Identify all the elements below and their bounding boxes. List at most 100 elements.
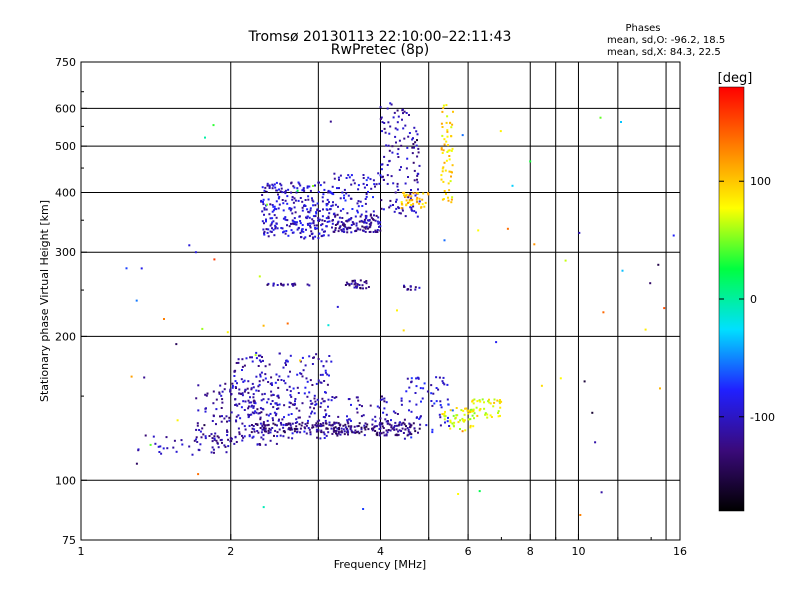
data-point <box>481 398 484 401</box>
data-point <box>401 118 403 121</box>
data-point <box>293 427 296 430</box>
data-point <box>396 109 399 112</box>
data-point <box>343 430 346 433</box>
data-point <box>409 197 412 200</box>
data-point <box>275 208 278 211</box>
data-point <box>197 409 200 412</box>
data-point <box>322 208 324 211</box>
data-point <box>236 382 238 385</box>
data-point <box>217 446 220 449</box>
data-point <box>477 229 480 232</box>
data-point <box>253 399 256 402</box>
data-point <box>350 231 353 234</box>
data-point <box>299 427 302 430</box>
data-point <box>274 186 277 189</box>
data-point <box>356 211 359 214</box>
data-point <box>364 230 367 233</box>
data-point <box>287 428 290 431</box>
data-point <box>248 415 250 418</box>
data-point <box>367 190 369 193</box>
x-tick-label: 2 <box>227 545 234 558</box>
data-point <box>442 149 445 152</box>
data-point <box>348 218 351 221</box>
data-point <box>390 426 393 429</box>
data-point <box>269 217 272 220</box>
data-point <box>303 430 306 433</box>
data-point <box>362 414 365 417</box>
data-point <box>350 425 353 428</box>
data-point <box>451 147 454 150</box>
data-point <box>443 190 446 192</box>
data-point <box>304 199 307 201</box>
data-point <box>271 187 274 190</box>
data-point <box>271 183 274 186</box>
data-point <box>256 424 259 426</box>
data-point <box>459 428 461 430</box>
data-point <box>213 451 215 454</box>
data-point <box>454 417 457 420</box>
data-point <box>378 428 381 430</box>
data-point <box>284 232 287 235</box>
data-point <box>419 415 422 418</box>
data-point <box>499 130 502 133</box>
data-point <box>331 424 334 427</box>
data-point <box>276 408 278 410</box>
data-point <box>403 285 405 288</box>
data-point <box>383 434 386 437</box>
data-point <box>411 146 414 149</box>
data-point <box>282 435 285 438</box>
data-point <box>347 433 349 436</box>
data-point <box>338 428 340 431</box>
data-point <box>338 216 341 219</box>
data-point <box>335 432 337 435</box>
data-point <box>293 206 296 209</box>
data-point <box>343 223 346 226</box>
data-point <box>326 202 329 205</box>
data-point <box>473 398 476 401</box>
data-point <box>472 425 475 428</box>
data-point <box>421 203 424 206</box>
data-point <box>415 192 418 195</box>
data-point <box>316 202 319 205</box>
data-point <box>325 427 328 430</box>
data-point <box>309 406 312 409</box>
data-point <box>312 220 315 222</box>
data-point <box>300 372 303 375</box>
data-point <box>357 184 360 187</box>
data-point <box>385 420 388 423</box>
data-point <box>248 401 251 404</box>
data-point <box>267 432 270 435</box>
data-point <box>408 386 411 389</box>
data-point <box>442 180 445 183</box>
data-point <box>241 358 244 361</box>
data-point <box>476 414 479 417</box>
data-point <box>397 430 400 433</box>
data-point <box>336 187 338 190</box>
data-point <box>416 139 418 142</box>
data-point <box>217 436 220 439</box>
data-point <box>427 192 429 195</box>
data-point <box>351 208 354 210</box>
data-point <box>309 222 312 225</box>
data-point <box>321 397 324 400</box>
data-point <box>456 414 459 417</box>
data-point <box>401 203 404 206</box>
data-point <box>469 418 472 421</box>
data-point <box>395 200 397 203</box>
data-point <box>328 212 331 215</box>
data-point <box>290 191 293 194</box>
data-point <box>348 418 351 421</box>
data-point <box>415 385 418 388</box>
data-point <box>272 228 275 231</box>
data-point <box>413 427 416 430</box>
data-point <box>416 178 418 181</box>
data-point <box>425 424 428 427</box>
data-point <box>397 148 400 151</box>
data-point <box>339 197 342 200</box>
data-point <box>384 131 387 134</box>
data-point <box>446 420 449 423</box>
data-point <box>463 419 466 422</box>
data-point <box>468 411 471 414</box>
data-point <box>259 375 262 378</box>
data-point <box>282 430 285 433</box>
